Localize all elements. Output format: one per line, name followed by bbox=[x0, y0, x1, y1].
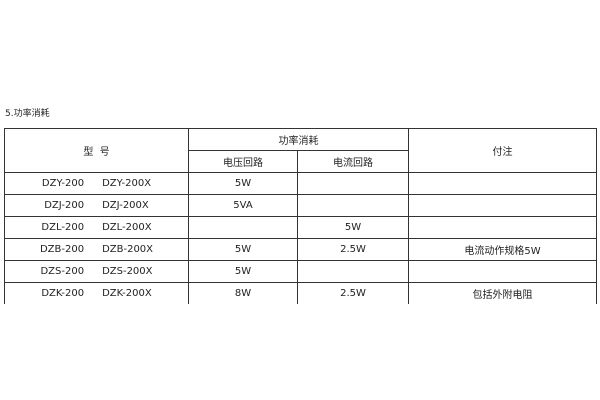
current-cell bbox=[297, 172, 409, 195]
model-a: DZS-200 bbox=[40, 266, 85, 277]
model-a: DZL-200 bbox=[41, 222, 85, 233]
model-a: DZB-200 bbox=[39, 244, 85, 255]
model-b: DZK-200X bbox=[102, 288, 152, 299]
table-row: DZB-200 DZB-200X 5W 2.5W 电流动作规格5W bbox=[4, 238, 597, 261]
current-cell: 2.5W bbox=[297, 238, 409, 261]
model-a: DZK-200 bbox=[41, 288, 85, 299]
model-b: DZL-200X bbox=[102, 222, 152, 233]
current-cell: 2.5W bbox=[297, 282, 409, 304]
note-cell: 包括外附电阻 bbox=[408, 282, 597, 304]
header-power: 功率消耗 bbox=[188, 128, 409, 151]
note-cell bbox=[408, 172, 597, 195]
note-cell bbox=[408, 194, 597, 217]
note-cell bbox=[408, 260, 597, 283]
current-cell: 5W bbox=[297, 216, 409, 239]
section-title: 5.功率消耗 bbox=[5, 109, 50, 119]
voltage-cell bbox=[188, 216, 298, 239]
table-row: DZY-200 DZY-200X 5W bbox=[4, 172, 597, 195]
power-consumption-table: 型 号 功率消耗 付注 电压回路 电流回路 DZY-200 DZY-200X 5W D… bbox=[4, 128, 597, 304]
current-cell bbox=[297, 260, 409, 283]
model-a: DZY-200 bbox=[41, 178, 85, 189]
voltage-cell: 5W bbox=[188, 260, 298, 283]
model-cell: DZY-200 DZY-200X bbox=[4, 172, 189, 195]
note-cell: 电流动作规格5W bbox=[408, 238, 597, 261]
note-cell bbox=[408, 216, 597, 239]
header-current-circuit: 电流回路 bbox=[297, 150, 409, 173]
model-b: DZJ-200X bbox=[102, 200, 149, 211]
model-cell: DZB-200 DZB-200X bbox=[4, 238, 189, 261]
table-row: DZS-200 DZS-200X 5W bbox=[4, 260, 597, 283]
current-cell bbox=[297, 194, 409, 217]
header-model: 型 号 bbox=[4, 128, 189, 173]
table-row: DZK-200 DZK-200X 8W 2.5W 包括外附电阻 bbox=[4, 282, 597, 304]
voltage-cell: 5W bbox=[188, 172, 298, 195]
header-voltage-circuit: 电压回路 bbox=[188, 150, 298, 173]
header-row: 型 号 功率消耗 付注 bbox=[4, 128, 597, 173]
model-a: DZJ-200 bbox=[44, 200, 85, 211]
model-b: DZB-200X bbox=[102, 244, 154, 255]
model-cell: DZS-200 DZS-200X bbox=[4, 260, 189, 283]
model-b: DZY-200X bbox=[102, 178, 152, 189]
model-cell: DZL-200 DZL-200X bbox=[4, 216, 189, 239]
voltage-cell: 5VA bbox=[188, 194, 298, 217]
table-row: DZJ-200 DZJ-200X 5VA bbox=[4, 194, 597, 217]
voltage-cell: 5W bbox=[188, 238, 298, 261]
header-note: 付注 bbox=[408, 128, 597, 173]
voltage-cell: 8W bbox=[188, 282, 298, 304]
model-cell: DZJ-200 DZJ-200X bbox=[4, 194, 189, 217]
model-b: DZS-200X bbox=[102, 266, 153, 277]
subheader-row: 电压回路 电流回路 bbox=[5, 150, 597, 173]
model-cell: DZK-200 DZK-200X bbox=[4, 282, 189, 304]
table-row: DZL-200 DZL-200X 5W bbox=[4, 216, 597, 239]
